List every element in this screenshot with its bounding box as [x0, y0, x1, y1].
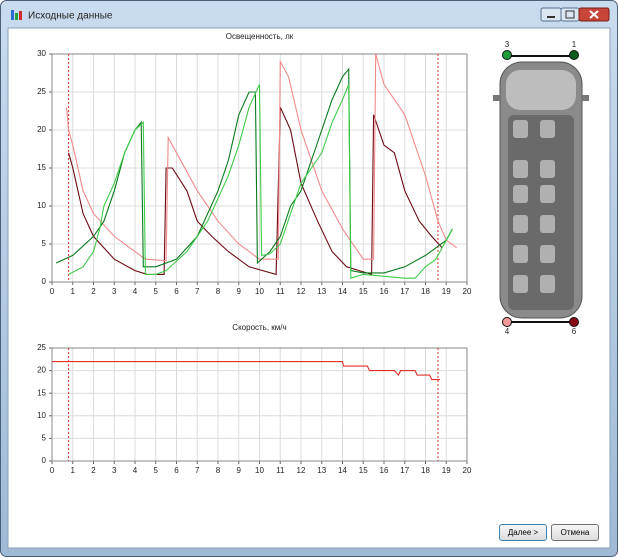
- x-tick-label: 2: [91, 466, 96, 475]
- x-tick-label: 8: [216, 466, 221, 475]
- x-tick-label: 8: [216, 287, 221, 296]
- series-line: [68, 106, 443, 276]
- x-tick-label: 19: [442, 287, 451, 296]
- x-tick-label: 17: [400, 287, 409, 296]
- plot-frame: [51, 53, 468, 283]
- x-tick-label: 4: [133, 466, 138, 475]
- x-tick-label: 10: [255, 466, 264, 475]
- x-tick-label: 18: [421, 287, 430, 296]
- x-tick-label: 4: [133, 287, 138, 296]
- y-tick-label: 10: [37, 201, 46, 210]
- plot-frame: [51, 347, 468, 462]
- x-tick-label: 16: [380, 466, 389, 475]
- x-tick-label: 5: [154, 466, 159, 475]
- x-tick-label: 1: [71, 287, 76, 296]
- x-tick-label: 20: [463, 287, 472, 296]
- chart-title: Освещенность, лк: [226, 32, 294, 41]
- series-line: [55, 67, 453, 274]
- x-tick-label: 15: [359, 466, 368, 475]
- y-tick-label: 25: [37, 87, 46, 96]
- x-tick-label: 17: [400, 466, 409, 475]
- cancel-button[interactable]: Отмена: [551, 524, 599, 541]
- series-line: [65, 53, 457, 262]
- y-tick-label: 10: [37, 411, 46, 420]
- x-tick-label: 14: [338, 466, 347, 475]
- x-tick-label: 12: [297, 287, 306, 296]
- x-tick-label: 3: [112, 466, 117, 475]
- y-tick-label: 5: [42, 434, 47, 443]
- next-button[interactable]: Далее >: [499, 524, 547, 541]
- chart-title: Скорость, км/ч: [232, 323, 286, 332]
- sensor-label: 6: [572, 327, 577, 336]
- x-tick-label: 3: [112, 287, 117, 296]
- y-tick-label: 25: [37, 343, 46, 352]
- x-tick-label: 16: [380, 287, 389, 296]
- x-tick-label: 6: [174, 287, 179, 296]
- x-tick-label: 14: [338, 287, 347, 296]
- x-tick-label: 2: [91, 287, 96, 296]
- y-tick-label: 30: [37, 49, 46, 58]
- x-tick-label: 1: [71, 466, 76, 475]
- series-line: [68, 84, 453, 279]
- y-tick-label: 20: [37, 125, 46, 134]
- x-tick-label: 7: [195, 287, 200, 296]
- x-tick-label: 18: [421, 466, 430, 475]
- x-tick-label: 19: [442, 466, 451, 475]
- sensor-label: 3: [505, 40, 510, 49]
- x-tick-label: 15: [359, 287, 368, 296]
- x-tick-label: 11: [276, 466, 285, 475]
- x-tick-label: 5: [154, 287, 159, 296]
- x-tick-label: 9: [237, 466, 242, 475]
- series-line: [52, 361, 440, 381]
- x-tick-label: 20: [463, 466, 472, 475]
- window-title: Исходные данные: [28, 11, 113, 22]
- x-tick-label: 9: [237, 287, 242, 296]
- y-tick-label: 15: [37, 388, 46, 397]
- x-tick-label: 11: [276, 287, 285, 296]
- x-tick-label: 13: [317, 466, 326, 475]
- y-tick-label: 15: [37, 163, 46, 172]
- x-tick-label: 7: [195, 466, 200, 475]
- sensor-label: 1: [572, 40, 577, 49]
- y-tick-label: 20: [37, 366, 46, 375]
- y-tick-label: 5: [42, 239, 47, 248]
- x-tick-label: 6: [174, 466, 179, 475]
- van: [493, 50, 589, 327]
- x-tick-label: 0: [50, 287, 55, 296]
- x-tick-label: 13: [317, 287, 326, 296]
- x-tick-label: 12: [297, 466, 306, 475]
- x-tick-label: 10: [255, 287, 264, 296]
- y-tick-label: 0: [42, 456, 47, 465]
- sensor-label: 4: [505, 327, 510, 336]
- y-tick-label: 0: [42, 277, 47, 286]
- x-tick-label: 0: [50, 466, 55, 475]
